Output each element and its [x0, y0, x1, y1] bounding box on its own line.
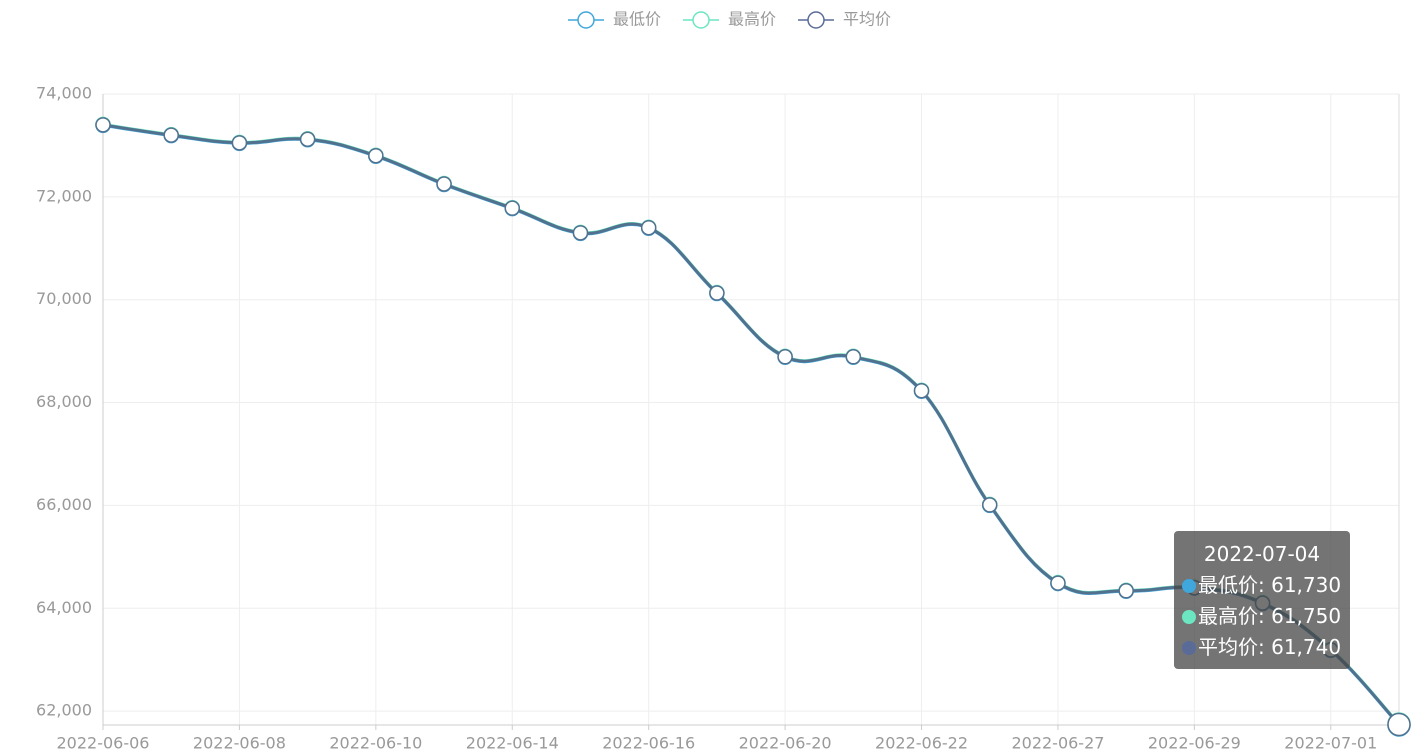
point — [572, 225, 589, 241]
tooltip-value: 61,740 — [1271, 635, 1342, 659]
tooltip-value: 61,750 — [1271, 604, 1342, 628]
point — [1387, 712, 1411, 737]
tooltip-dot — [1182, 579, 1196, 593]
tooltip-row: 平均价: 61,740 — [1182, 632, 1342, 663]
point — [777, 349, 793, 365]
tooltip-value: 61,730 — [1271, 573, 1342, 597]
point — [299, 131, 316, 148]
x-tick-label: 2022-06-16 — [602, 734, 695, 753]
x-tick-label: 2022-06-20 — [739, 734, 832, 753]
point — [504, 200, 521, 216]
point — [709, 285, 725, 301]
y-tick-label: 68,000 — [36, 392, 92, 411]
y-tick-label: 66,000 — [36, 495, 92, 514]
legend-icon — [692, 11, 710, 29]
point — [163, 127, 179, 143]
tooltip: 2022-07-04 最低价: 61,730 最高价: 61,750 平均价: 61,… — [1174, 531, 1350, 669]
x-tick-label: 2022-06-22 — [875, 734, 968, 753]
x-tick-label: 2022-06-06 — [57, 734, 150, 753]
tooltip-row: 最高价: 61,750 — [1182, 601, 1342, 632]
point — [1118, 583, 1134, 599]
point — [231, 135, 248, 151]
legend-icon — [577, 11, 595, 29]
y-tick-label: 70,000 — [36, 289, 92, 308]
tooltip-dot — [1182, 641, 1196, 655]
x-tick-label: 2022-06-27 — [1011, 734, 1104, 753]
tooltip-row: 最低价: 61,730 — [1182, 570, 1342, 601]
y-tick-label: 74,000 — [36, 84, 92, 103]
point — [640, 219, 657, 236]
tooltip-name: 最高价 — [1198, 604, 1258, 628]
legend-label: 最高价 — [728, 10, 776, 29]
legend-label: 最低价 — [613, 10, 661, 29]
point — [368, 147, 384, 164]
x-tick-label: 2022-06-29 — [1148, 734, 1241, 753]
tooltip-title: 2022-07-04 — [1203, 542, 1321, 566]
tooltip-dot — [1182, 610, 1196, 624]
legend-label: 平均价 — [843, 10, 891, 29]
point — [436, 176, 452, 192]
x-tick-label: 2022-06-08 — [193, 734, 286, 753]
point — [95, 117, 111, 133]
y-tick-label: 72,000 — [36, 186, 92, 205]
tooltip-name: 平均价 — [1198, 635, 1258, 659]
x-tick-label: 2022-06-10 — [329, 734, 422, 753]
x-tick-label: 2022-07-01 — [1284, 734, 1377, 753]
legend-icon — [807, 11, 825, 29]
point — [981, 497, 998, 513]
y-tick-label: 64,000 — [36, 598, 92, 617]
x-tick-label: 2022-06-14 — [466, 734, 559, 753]
point — [913, 382, 930, 399]
tooltip-name: 最低价 — [1198, 573, 1258, 597]
y-tick-label: 62,000 — [36, 701, 92, 720]
point — [1050, 575, 1066, 591]
point — [845, 349, 862, 365]
